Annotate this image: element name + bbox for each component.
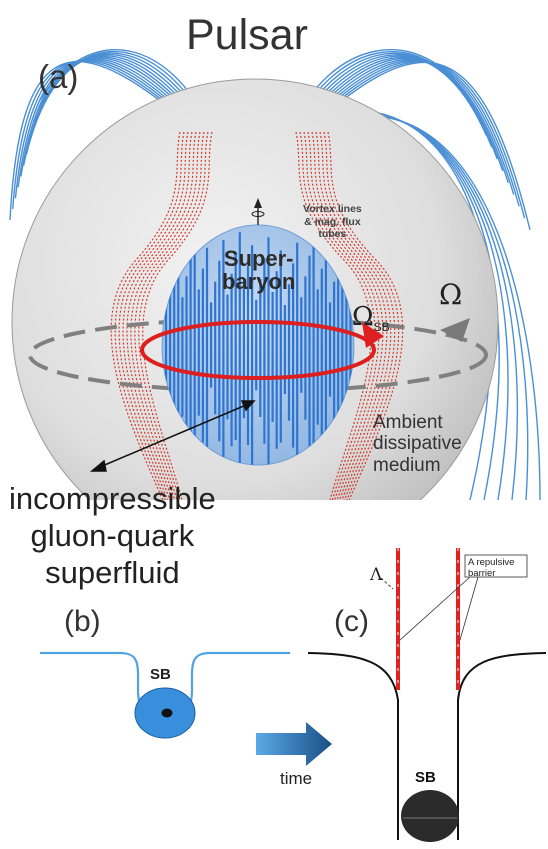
vortex-line — [138, 131, 209, 500]
vortex-lines-label: Vortex lines & mag. flux tubes — [303, 203, 362, 241]
vortex-line — [110, 131, 181, 500]
lambda-pointer — [380, 577, 394, 590]
superbaryon-rotation-ring — [140, 320, 376, 380]
omega-sb-label: ΩSB — [352, 302, 390, 335]
omega-arrowhead — [440, 318, 470, 342]
superbaryon-core-dot — [161, 708, 173, 718]
vortex-lines — [110, 131, 404, 500]
time-arrow — [256, 722, 332, 766]
vortex-line — [299, 131, 376, 500]
lambda-label: Λ — [370, 565, 383, 585]
vortex-line — [295, 131, 372, 500]
superfluid-label: incompressible gluon-quark superfluid — [9, 481, 216, 591]
vortex-line — [142, 131, 213, 500]
vortex-line — [311, 131, 388, 500]
panel-c — [307, 548, 547, 842]
spin-axis-icon — [251, 198, 265, 225]
sb-label-b: SB — [150, 666, 171, 683]
vortex-line — [126, 131, 197, 500]
vortex-line — [307, 131, 384, 500]
sb-label-c: SB — [415, 769, 436, 786]
barrier-callout — [399, 554, 528, 641]
panel-c-label: (c) — [334, 605, 369, 638]
barrier-label: A repulsive barrier — [468, 557, 515, 579]
panel-b — [40, 651, 290, 739]
vortex-line — [118, 131, 189, 500]
diagram-title: Pulsar — [186, 11, 308, 59]
vortex-line — [122, 131, 193, 500]
field-line — [9, 60, 194, 221]
superbaryon-label: Super- baryon — [222, 246, 296, 295]
superbaryon-c — [401, 790, 459, 842]
vortex-line — [315, 131, 392, 500]
panel-a — [9, 49, 541, 500]
vortex-line — [319, 131, 396, 500]
rotation-arrowhead — [362, 322, 384, 348]
ambient-medium-label: Ambient dissipative medium — [373, 412, 462, 476]
vortex-line — [303, 131, 380, 500]
time-label: time — [280, 769, 313, 788]
field-line — [308, 61, 531, 231]
vortex-line — [130, 131, 201, 500]
superfluid-pointer-arrow — [89, 400, 256, 472]
panel-b-label: (b) — [64, 605, 101, 638]
potential-well-c — [307, 652, 399, 840]
vortex-line — [134, 131, 205, 500]
vortex-line — [114, 131, 185, 500]
omega-label: Ω — [439, 278, 463, 311]
panel-a-label: (a) — [38, 58, 79, 95]
